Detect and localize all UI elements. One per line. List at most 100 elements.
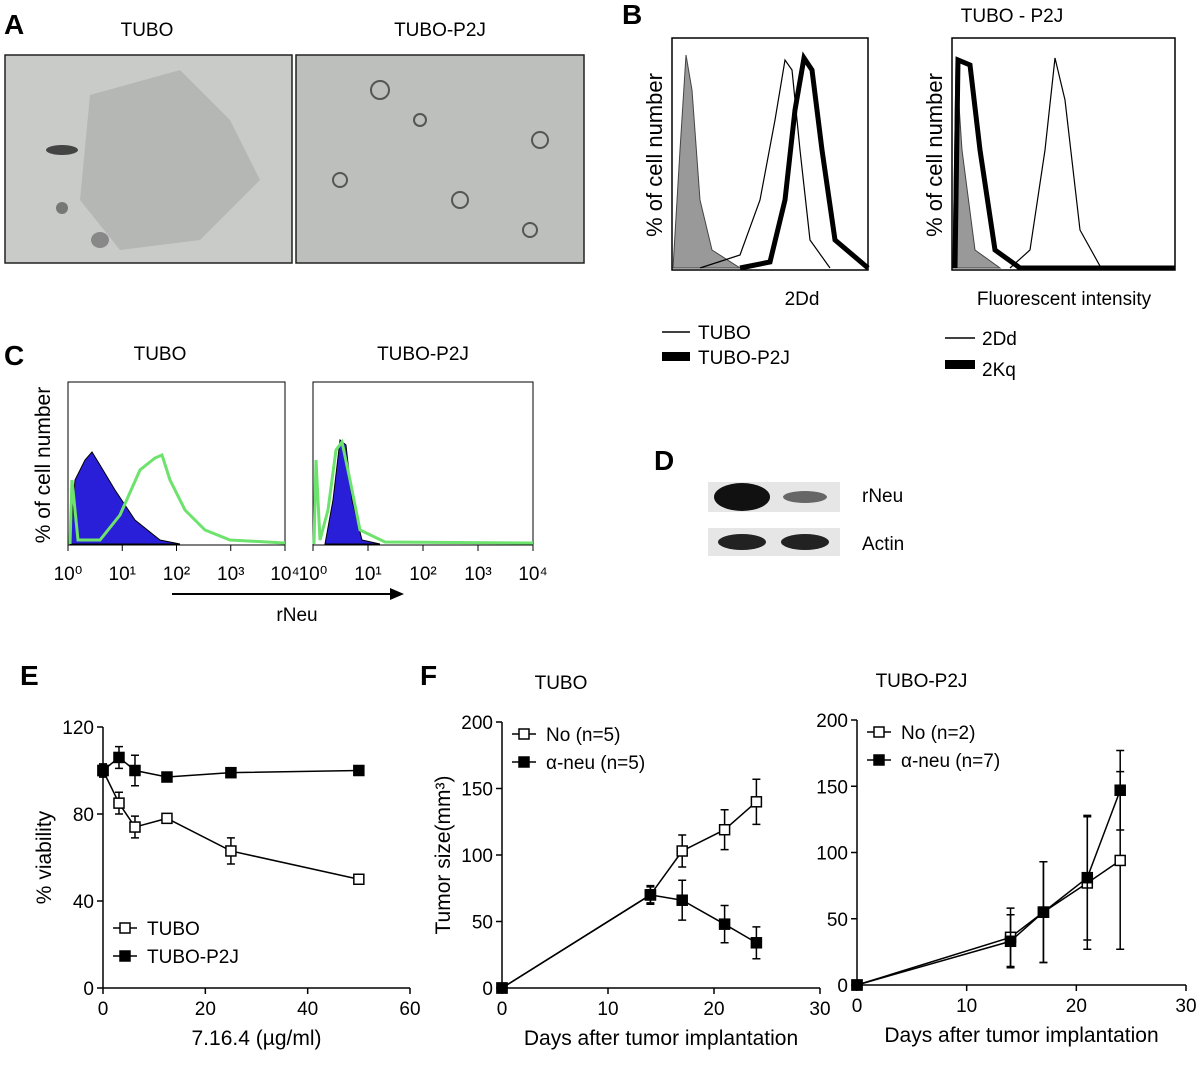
marker <box>676 894 688 906</box>
marker <box>353 764 365 777</box>
histogram <box>671 37 870 271</box>
x-tick-label: 60 <box>399 999 420 1020</box>
legend-label: No (n=5) <box>546 725 620 746</box>
x-tick-label: 10³ <box>217 564 244 585</box>
marker <box>225 766 237 779</box>
y-tick-label: 40 <box>73 892 94 913</box>
x-axis-label: Fluorescent intensity <box>977 289 1152 310</box>
y-tick-label: 120 <box>62 718 94 739</box>
y-tick-label: 0 <box>482 979 493 1000</box>
x-tick-label: 10 <box>956 996 977 1017</box>
image-label: TUBO-P2J <box>394 20 486 41</box>
legend-label: TUBO <box>147 919 200 940</box>
histogram <box>312 381 534 546</box>
marker <box>718 918 731 930</box>
marker <box>353 873 365 885</box>
marker <box>644 889 657 901</box>
x-tick-label: 10¹ <box>109 564 136 585</box>
marker <box>750 796 763 808</box>
x-tick-label: 20 <box>195 999 216 1020</box>
marker <box>129 821 141 833</box>
marker <box>496 982 508 994</box>
x-tick-label: 10¹ <box>354 564 381 585</box>
marker <box>1037 906 1050 918</box>
x-tick-label: 10 <box>597 999 618 1020</box>
marker <box>129 764 141 777</box>
marker <box>1114 784 1126 796</box>
marker <box>113 797 125 809</box>
y-tick-label: 50 <box>827 910 848 931</box>
series-line <box>856 859 1121 986</box>
x-tick-label: 10⁰ <box>299 564 328 585</box>
panel-label: D <box>654 445 674 476</box>
histogram <box>951 37 1176 271</box>
marker <box>676 845 688 857</box>
histogram <box>67 381 286 546</box>
legend-label: TUBO-P2J <box>698 348 790 369</box>
marker <box>1081 871 1094 884</box>
legend-label: α-neu (n=7) <box>901 751 1000 772</box>
panel-label: C <box>4 340 24 371</box>
x-axis-label: 7.16.4 (µg/ml) <box>192 1027 322 1050</box>
y-axis-label: % viability <box>33 810 56 904</box>
x-tick-label: 0 <box>497 999 508 1020</box>
y-axis-label: Tumor size(mm³) <box>432 775 455 934</box>
panel-label: F <box>420 660 437 691</box>
marker <box>750 937 763 949</box>
marker <box>1004 935 1017 948</box>
y-axis-label: % of cell number <box>642 73 667 237</box>
legend-marker <box>119 922 131 934</box>
y-tick-label: 80 <box>73 805 94 826</box>
blot-label: rNeu <box>862 486 903 507</box>
y-tick-label: 200 <box>461 713 493 734</box>
marker <box>718 823 731 836</box>
x-tick-label: 40 <box>297 999 318 1020</box>
x-tick-label: 0 <box>98 999 109 1020</box>
chart-title: TUBO-P2J <box>876 671 968 692</box>
x-tick-label: 10² <box>163 564 190 585</box>
y-tick-label: 50 <box>472 913 493 934</box>
micrograph <box>295 54 585 264</box>
arrow-head <box>390 588 404 600</box>
legend-label: α-neu (n=5) <box>546 753 645 774</box>
x-tick-label: 10⁰ <box>54 564 83 585</box>
panel-label: A <box>4 9 24 40</box>
x-tick-label: 10³ <box>464 564 491 585</box>
legend-label: 2Dd <box>982 329 1017 350</box>
x-tick-label: 10² <box>409 564 436 585</box>
legend-marker <box>873 754 885 766</box>
blot-label: Actin <box>862 534 904 555</box>
legend-label: TUBO <box>698 323 751 344</box>
chart-title: TUBO <box>535 673 588 694</box>
y-tick-label: 0 <box>837 976 848 997</box>
micrograph <box>4 54 293 264</box>
panel-title: TUBO - P2J <box>961 6 1063 27</box>
x-tick-label: 30 <box>809 999 830 1020</box>
x-tick-label: 10⁴ <box>270 564 299 585</box>
x-axis-label: Days after tumor implantation <box>884 1024 1158 1047</box>
x-axis-label: rNeu <box>276 605 317 626</box>
marker <box>161 812 173 825</box>
marker <box>97 764 109 777</box>
legend-marker <box>119 950 131 962</box>
y-tick-label: 100 <box>461 846 493 867</box>
x-tick-label: 0 <box>852 996 863 1017</box>
legend: TUBO TUBO-P2J 2Dd 2Kq <box>662 323 1017 381</box>
x-tick-label: 10⁴ <box>518 564 547 585</box>
series-line <box>501 801 757 989</box>
panel-label: B <box>622 0 642 30</box>
panel-label: E <box>20 660 39 691</box>
x-tick-label: 30 <box>1175 996 1196 1017</box>
x-tick-label: 20 <box>703 999 724 1020</box>
series-line <box>501 894 757 989</box>
marker <box>1114 854 1126 867</box>
legend-marker <box>518 756 530 768</box>
y-tick-label: 150 <box>816 777 848 798</box>
panel-title: TUBO <box>134 344 187 365</box>
legend-label: TUBO-P2J <box>147 947 239 968</box>
x-axis-label: 2Dd <box>785 289 820 310</box>
x-axis-label: Days after tumor implantation <box>524 1027 798 1050</box>
image-label: TUBO <box>121 20 174 41</box>
x-tick-label: 20 <box>1066 996 1087 1017</box>
